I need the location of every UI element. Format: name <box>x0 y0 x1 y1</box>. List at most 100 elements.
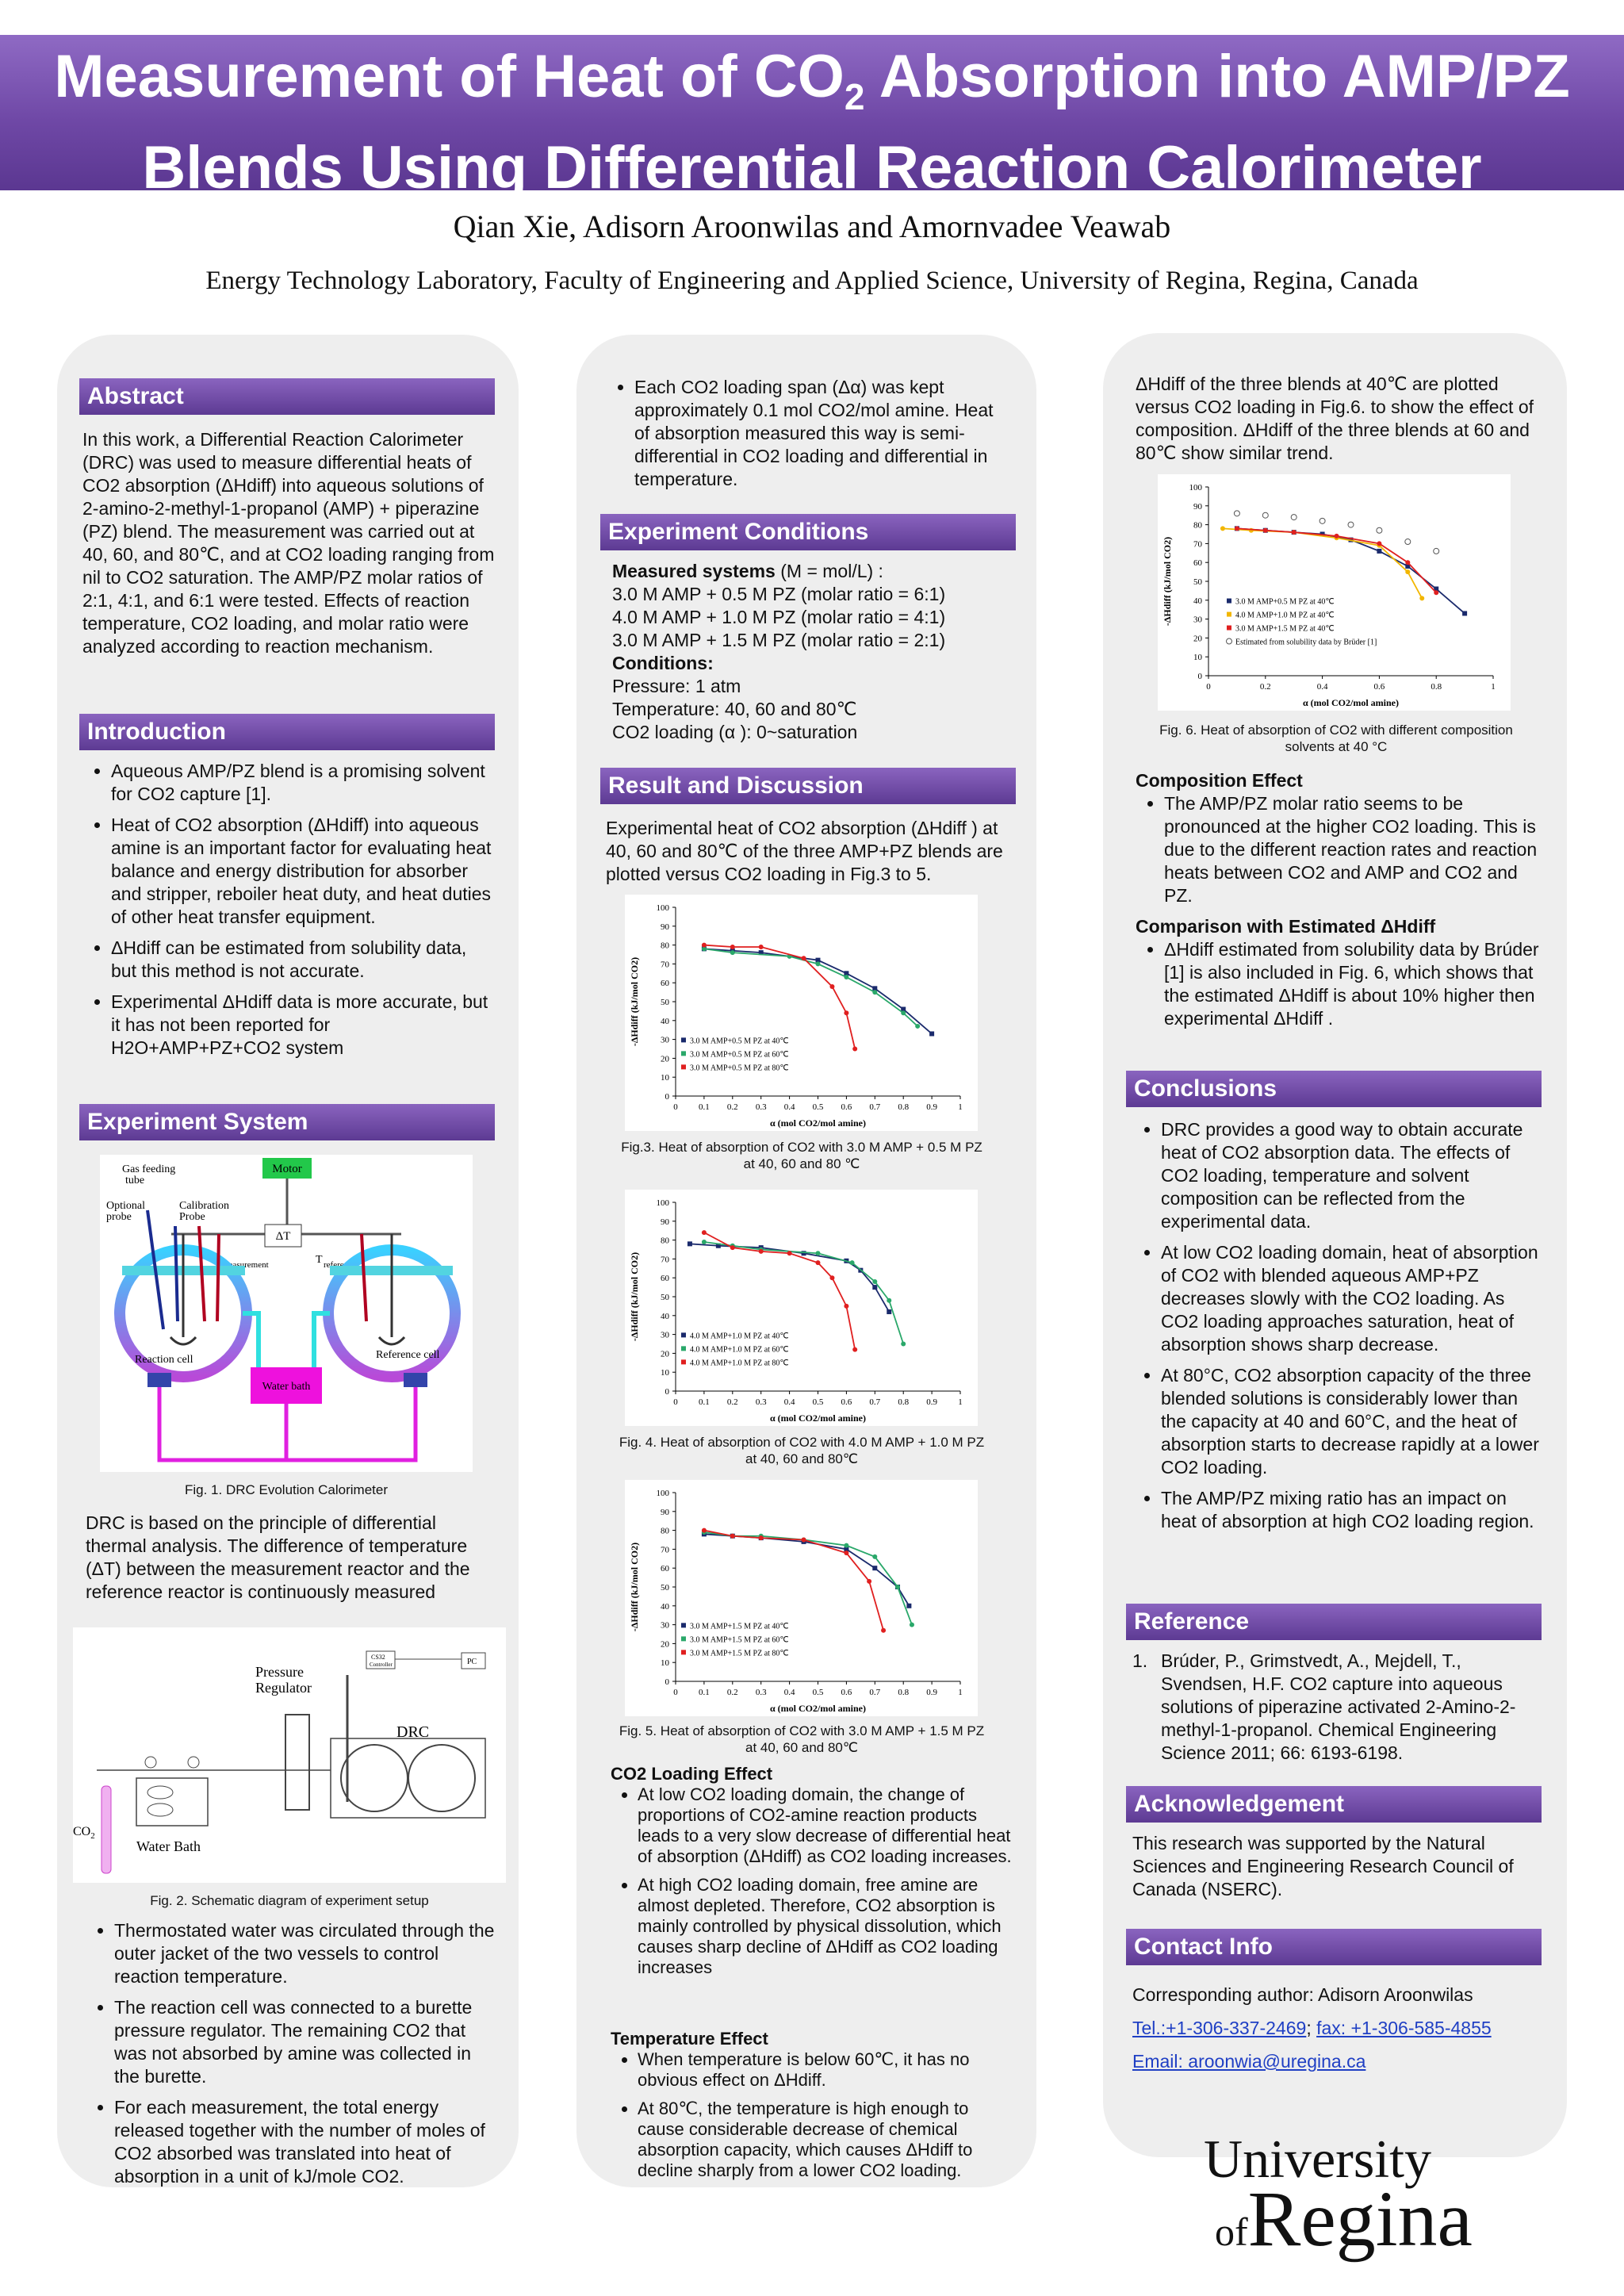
list-item: At 80℃, the temperature is high enough t… <box>638 2099 1015 2181</box>
experiment-conditions-text: Measured systems (M = mol/L) : 3.0 M AMP… <box>612 561 946 742</box>
tube-label: tube <box>125 1175 144 1186</box>
x-tick-label: 0.6 <box>841 1397 852 1407</box>
legend-marker <box>681 1037 686 1043</box>
fig3-caption: Fig.3. Heat of absorption of CO2 with 3.… <box>621 1140 982 1171</box>
fig5-chart: 0 10 20 30 40 50 60 70 80 90 100 0 0.1 0.2 0.3 0.4 0.5 0.… <box>625 1480 978 1716</box>
data-point <box>872 1566 878 1571</box>
data-point <box>1291 530 1297 535</box>
series-line <box>1222 527 1423 599</box>
list-item: For each measurement, the total energy r… <box>114 2096 495 2188</box>
fig6-chart: 0 10 20 30 40 50 60 70 80 90 100 0 0.2 0.4 0.6 0.8 1 α (m… <box>1158 474 1511 711</box>
legend-entry: Estimated from solubility data by Brüder… <box>1235 638 1377 647</box>
data-point <box>844 971 849 976</box>
data-point <box>1290 514 1297 521</box>
y-tick-label: 10 <box>661 1073 670 1083</box>
chart-svg: 0 10 20 30 40 50 60 70 80 90 100 0 0.1 0.2 0.3 0.4 0.5 0.… <box>629 903 963 1129</box>
result-discussion-heading: Result and Discussion <box>600 768 1016 804</box>
data-point <box>801 956 806 961</box>
y-tick-label: 20 <box>661 1054 670 1064</box>
y-tick-label: 0 <box>665 1092 670 1102</box>
reference-number: 1. <box>1132 1650 1148 1671</box>
contact-block: Corresponding author: Adisorn Aroonwilas… <box>1132 1978 1542 2078</box>
y-tick-label: 60 <box>661 1274 670 1283</box>
affiliation: Energy Technology Laboratory, Faculty of… <box>205 266 1419 295</box>
data-point <box>687 1241 692 1247</box>
data-point <box>1377 548 1382 554</box>
legend-entry: 4.0 M AMP+1.0 M PZ at 40℃ <box>690 1332 789 1340</box>
motor-label: Motor <box>272 1163 302 1175</box>
delta-t-box <box>264 1224 302 1248</box>
series-line <box>703 948 918 1027</box>
results-intro-text: Experimental heat of CO2 absorption (ΔHd… <box>606 818 1003 884</box>
y-axis-label: -ΔHdiff (kJ/mol CO2) <box>629 957 640 1046</box>
legend-entry: 3.0 M AMP+0.5 M PZ at 60℃ <box>690 1050 789 1059</box>
x-tick-label: 0.4 <box>784 1688 795 1697</box>
reference-cell-label: Reference cell <box>376 1349 440 1361</box>
data-point <box>701 942 707 948</box>
co2-label: CO2 <box>73 1825 95 1841</box>
y-tick-label: 50 <box>661 1583 670 1593</box>
x-tick-label: 1 <box>1491 682 1496 692</box>
legend-entry: 4.0 M AMP+1.0 M PZ at 80℃ <box>690 1359 789 1367</box>
x-tick-label: 0.5 <box>813 1102 824 1112</box>
fig6-caption: Fig. 6. Heat of absorption of CO2 with d… <box>1159 723 1513 754</box>
cs32-label: CS32 <box>371 1654 385 1661</box>
figure-1-drc-diagram: Motor Gas feeding tube Optional probe Ca… <box>100 1155 473 1472</box>
data-point <box>844 1550 849 1556</box>
acknowledgement-heading: Acknowledgement <box>1126 1786 1542 1823</box>
poster-title: Measurement of Heat of CO2 Absorption in… <box>54 43 1570 202</box>
data-point <box>1334 533 1339 539</box>
list-item: The AMP/PZ molar ratio seems to be prono… <box>1164 792 1548 907</box>
data-point <box>901 1006 906 1012</box>
data-point <box>852 1046 858 1052</box>
conclusions-heading: Conclusions <box>1126 1071 1542 1107</box>
university-logo-line1: University <box>1204 2129 1432 2189</box>
legend-entry: 3.0 M AMP+0.5 M PZ at 40℃ <box>1235 598 1335 607</box>
gas-feeding-label: Gas feeding <box>122 1163 175 1175</box>
chart-svg: 0 10 20 30 40 50 60 70 80 90 100 0 0.1 0.2 0.3 0.4 0.5 0.… <box>629 1489 963 1714</box>
data-point <box>915 1023 921 1029</box>
legend-marker <box>681 1051 686 1056</box>
pressure-label: Pressure <box>255 1664 304 1680</box>
list-item: Heat of CO2 absorption (ΔHdiff) into aqu… <box>111 814 495 929</box>
reference-item: 1. Brúder, P., Grimstvedt, A., Mejdell, … <box>1132 1650 1542 1765</box>
y-tick-label: 80 <box>1193 521 1203 531</box>
setup-diagram-svg: Pressure Regulator CS32 Controller PC DR… <box>73 1650 486 1874</box>
x-tick-label: 0.2 <box>727 1102 738 1112</box>
x-axis-label: α (mol CO2/mol amine) <box>770 1703 866 1714</box>
y-tick-label: 70 <box>1193 539 1203 549</box>
y-tick-label: 90 <box>1193 502 1203 512</box>
x-tick-label: 0.2 <box>727 1397 738 1407</box>
legend-marker <box>1227 598 1231 604</box>
email-link[interactable]: Email: aroonwia@uregina.ca <box>1132 2051 1366 2072</box>
temperature-effect-block: Temperature Effect When temperature is b… <box>611 2029 1015 2189</box>
series-line <box>703 944 856 1049</box>
experiment-system-heading: Experiment System <box>79 1104 495 1140</box>
figure-2-caption: Fig. 2. Schematic diagram of experiment … <box>150 1893 429 1908</box>
university-logo-line2: ofRegina <box>1215 2175 1473 2263</box>
data-point <box>829 1275 835 1281</box>
y-tick-label: 50 <box>661 1293 670 1302</box>
fax-link[interactable]: fax: +1-306-585-4855 <box>1316 2018 1492 2038</box>
legend-marker <box>681 1346 686 1351</box>
legend-entry: 4.0 M AMP+1.0 M PZ at 60℃ <box>690 1345 789 1354</box>
y-tick-label: 50 <box>1193 577 1203 587</box>
optional-label: Optional <box>106 1200 145 1212</box>
tel-link[interactable]: Tel.:+1-306-337-2469 <box>1132 2018 1307 2038</box>
data-point <box>815 961 821 967</box>
data-point <box>1377 541 1382 546</box>
list-item: At high CO2 loading domain, free amine a… <box>638 1875 1015 1978</box>
x-tick-label: 0.9 <box>926 1102 937 1112</box>
y-tick-label: 80 <box>661 941 670 951</box>
legend-marker <box>681 1650 686 1655</box>
legend-marker <box>681 1623 686 1628</box>
data-point <box>701 1239 707 1244</box>
x-tick-label: 0.3 <box>756 1397 767 1407</box>
y-tick-label: 10 <box>1193 653 1203 662</box>
x-tick-label: 0.1 <box>699 1397 710 1407</box>
data-point <box>758 950 764 956</box>
list-item: At low CO2 loading domain, heat of absor… <box>1161 1241 1542 1356</box>
y-tick-label: 20 <box>661 1349 670 1359</box>
data-point <box>758 1535 764 1541</box>
drc-principle-text: DRC is based on the principle of differe… <box>86 1512 470 1602</box>
